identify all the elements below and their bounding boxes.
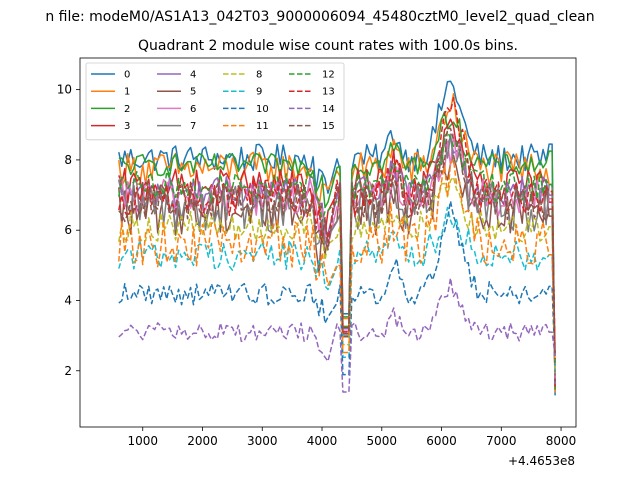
legend-label-10: 10	[256, 104, 269, 115]
legend-label-3: 3	[124, 121, 130, 132]
figure-suptitle: n file: modeM0/AS1A13_042T03_9000006094_…	[45, 9, 594, 25]
series-layer	[118, 80, 556, 396]
legend-label-4: 4	[190, 70, 196, 81]
legend-label-5: 5	[190, 87, 196, 98]
legend-label-8: 8	[256, 70, 262, 81]
x-tick-label: 5000	[367, 434, 398, 448]
series-line-13	[118, 96, 556, 359]
x-tick-label: 8000	[546, 434, 577, 448]
legend-box	[85, 62, 345, 141]
legend-label-1: 1	[124, 87, 130, 98]
chart-title: Quadrant 2 module wise count rates with …	[138, 38, 518, 54]
x-tick-label: 7000	[486, 434, 517, 448]
series-line-15	[118, 127, 556, 354]
x-tick-label: 3000	[247, 434, 278, 448]
legend-label-0: 0	[124, 70, 130, 81]
legend-label-12: 12	[322, 70, 335, 81]
x-tick-label: 4000	[307, 434, 338, 448]
y-tick-label: 2	[64, 364, 72, 378]
legend-label-14: 14	[322, 104, 335, 115]
x-tick-label: 2000	[187, 434, 218, 448]
legend-label-9: 9	[256, 87, 262, 98]
y-axis: 2 4 6 8 10	[57, 83, 80, 378]
x-tick-label: 1000	[127, 434, 158, 448]
legend-label-6: 6	[190, 104, 196, 115]
series-line-14	[118, 277, 556, 393]
x-offset-label: +4.4653e8	[508, 454, 575, 468]
series-line-8	[118, 176, 556, 373]
y-tick-label: 4	[64, 293, 72, 307]
x-tick-label: 6000	[426, 434, 457, 448]
plot-frame	[79, 57, 577, 428]
y-tick-label: 10	[57, 83, 72, 97]
series-line-2	[118, 111, 556, 390]
series-line-5	[118, 147, 556, 382]
y-tick-label: 8	[64, 153, 72, 167]
legend-label-13: 13	[322, 87, 335, 98]
series-line-11	[118, 158, 556, 365]
legend-label-7: 7	[190, 121, 196, 132]
legend-label-11: 11	[256, 121, 269, 132]
legend-label-15: 15	[322, 121, 335, 132]
y-tick-label: 6	[64, 223, 72, 237]
x-axis: 1000 2000 3000 4000 5000 6000 7000 8000	[127, 427, 576, 448]
legend-label-2: 2	[124, 104, 130, 115]
